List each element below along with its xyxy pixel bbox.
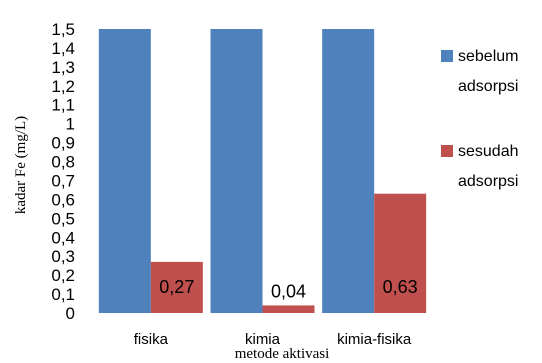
- y-tick-label: 0,9: [51, 134, 75, 153]
- x-axis-category-labels: fisika kimia kimia-fisika: [134, 331, 412, 348]
- legend-label: sebelum: [458, 48, 518, 65]
- legend-label: adsorpsi: [458, 78, 518, 95]
- y-tick-label: 0,1: [51, 285, 75, 304]
- y-tick-label: 0,8: [51, 153, 75, 172]
- y-tick-label: 1,1: [51, 96, 75, 115]
- x-tick-label: kimia: [245, 331, 281, 348]
- x-tick-label: fisika: [134, 331, 169, 348]
- bar-sebelum-kimia-fisika: [322, 29, 375, 313]
- y-tick-label: 1: [66, 115, 75, 134]
- y-tick-label: 0,6: [51, 190, 75, 209]
- legend-label: adsorpsi: [458, 173, 518, 190]
- y-tick-label: 1,3: [51, 58, 75, 77]
- legend-swatch: [441, 145, 453, 157]
- legend-label: sesudah: [458, 143, 519, 160]
- legend-swatch: [441, 50, 453, 62]
- data-label: 0,04: [271, 281, 306, 301]
- y-tick-label: 0,2: [51, 266, 75, 285]
- y-tick-label: 1,2: [51, 77, 75, 96]
- legend: sebelum adsorpsi sesudah adsorpsi: [441, 48, 519, 190]
- y-axis-title: kadar Fe (mg/L): [13, 116, 29, 214]
- y-tick-label: 0,3: [51, 247, 75, 266]
- data-label: 0,63: [383, 277, 418, 297]
- x-axis-title: metode aktivasi: [235, 346, 330, 362]
- bar-sesudah-fisika: [150, 261, 203, 313]
- data-labels: 0,27 0,04 0,63: [159, 277, 417, 301]
- bar-sesudah-kimia: [262, 305, 315, 313]
- bar-sesudah-kimia-fisika: [374, 193, 427, 313]
- bar-sebelum-kimia: [210, 29, 263, 313]
- data-label: 0,27: [159, 277, 194, 297]
- bar-sebelum-fisika: [98, 29, 151, 313]
- y-tick-label: 0: [66, 304, 75, 323]
- y-tick-label: 0,7: [51, 171, 75, 190]
- x-tick-label: kimia-fisika: [337, 331, 412, 348]
- bars: [98, 29, 427, 313]
- y-axis-ticks: 00,10,20,30,40,50,60,70,80,911,11,21,31,…: [51, 20, 75, 323]
- y-tick-label: 0,5: [51, 209, 75, 228]
- y-tick-label: 1,4: [51, 39, 75, 58]
- y-tick-label: 0,4: [51, 228, 75, 247]
- y-tick-label: 1,5: [51, 20, 75, 39]
